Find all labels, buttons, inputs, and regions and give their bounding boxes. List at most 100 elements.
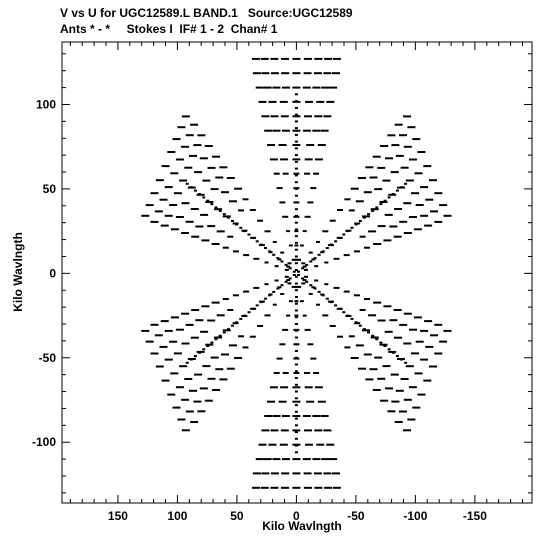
uv-point bbox=[399, 220, 408, 223]
uv-point bbox=[358, 367, 366, 370]
uv-point bbox=[299, 244, 304, 247]
uv-point bbox=[170, 372, 179, 375]
uv-point bbox=[403, 312, 412, 315]
uv-point bbox=[325, 247, 329, 249]
x-tick-label: 150 bbox=[108, 509, 128, 523]
uv-point bbox=[389, 225, 398, 228]
uv-point bbox=[249, 335, 256, 338]
uv-point bbox=[294, 248, 298, 251]
uv-point bbox=[273, 372, 280, 374]
uv-point bbox=[206, 199, 210, 202]
uv-point bbox=[173, 192, 182, 195]
uv-point bbox=[305, 443, 313, 446]
uv-point bbox=[317, 290, 321, 293]
uv-point bbox=[252, 72, 261, 75]
uv-point bbox=[179, 179, 188, 182]
uv-point bbox=[294, 133, 298, 136]
uv-point bbox=[377, 225, 386, 228]
uv-point bbox=[211, 301, 220, 304]
uv-point bbox=[380, 145, 389, 147]
uv-point bbox=[403, 145, 412, 148]
uv-point bbox=[268, 443, 277, 446]
uv-point bbox=[294, 181, 298, 184]
uv-point bbox=[344, 346, 351, 349]
uv-point bbox=[161, 379, 170, 382]
uv-point bbox=[294, 437, 298, 440]
uv-point bbox=[294, 336, 298, 339]
uv-point bbox=[294, 424, 298, 427]
uv-point bbox=[282, 328, 289, 331]
uv-point bbox=[207, 377, 216, 380]
uv-point bbox=[251, 307, 255, 310]
uv-point bbox=[301, 267, 305, 270]
uv-point bbox=[354, 321, 358, 324]
uv-point bbox=[303, 486, 312, 489]
uv-point bbox=[281, 486, 289, 489]
uv-point bbox=[302, 230, 307, 233]
uv-point bbox=[320, 129, 329, 132]
uv-point bbox=[287, 282, 292, 285]
uv-point bbox=[302, 86, 311, 89]
uv-point bbox=[276, 257, 280, 260]
uv-point bbox=[390, 171, 399, 174]
uv-point bbox=[201, 305, 210, 308]
uv-point bbox=[231, 220, 234, 222]
uv-point bbox=[175, 216, 184, 218]
uv-point bbox=[313, 287, 317, 290]
uv-point bbox=[382, 179, 391, 182]
uv-point bbox=[342, 233, 346, 236]
uv-point bbox=[297, 285, 302, 288]
uv-point bbox=[294, 241, 298, 244]
uv-point bbox=[348, 209, 355, 212]
uv-point bbox=[253, 257, 260, 260]
uv-point bbox=[193, 400, 202, 403]
uv-point bbox=[393, 309, 402, 311]
uv-point bbox=[312, 86, 321, 89]
uv-point bbox=[358, 324, 362, 327]
uv-point bbox=[294, 275, 298, 278]
uv-point bbox=[274, 279, 279, 282]
uv-point bbox=[387, 134, 396, 137]
uv-point bbox=[323, 472, 332, 475]
uv-point bbox=[439, 340, 448, 343]
uv-point bbox=[344, 198, 351, 201]
uv-point bbox=[399, 410, 407, 413]
uv-point bbox=[294, 214, 298, 217]
uv-point bbox=[232, 250, 239, 253]
uv-point bbox=[272, 241, 277, 243]
uv-point bbox=[334, 240, 338, 243]
uv-point bbox=[355, 344, 364, 347]
uv-point bbox=[443, 329, 452, 332]
uv-point bbox=[369, 368, 378, 371]
uv-point bbox=[243, 314, 247, 317]
uv-point bbox=[377, 319, 386, 322]
uv-point bbox=[394, 421, 403, 423]
uv-point bbox=[159, 198, 168, 201]
uv-point bbox=[210, 356, 219, 359]
y-tick-label: 0 bbox=[49, 266, 56, 280]
uv-point bbox=[214, 208, 223, 211]
uv-point bbox=[294, 201, 298, 204]
uv-point bbox=[221, 191, 229, 194]
uv-point bbox=[273, 172, 280, 175]
uv-point bbox=[387, 348, 391, 351]
uv-point bbox=[294, 356, 298, 359]
uv-point bbox=[350, 357, 359, 359]
uv-point bbox=[311, 258, 316, 261]
uv-point bbox=[172, 406, 181, 409]
uv-point bbox=[226, 367, 235, 370]
uv-point bbox=[384, 213, 393, 216]
uv-point bbox=[155, 179, 164, 182]
uv-point bbox=[409, 328, 417, 331]
uv-point bbox=[306, 144, 315, 146]
uv-point bbox=[332, 472, 340, 475]
x-tick-label: -150 bbox=[463, 509, 487, 523]
uv-point bbox=[222, 298, 229, 300]
uv-point bbox=[368, 314, 377, 317]
uv-point bbox=[305, 263, 309, 266]
uv-point bbox=[197, 134, 206, 137]
uv-point bbox=[375, 338, 379, 341]
uv-point bbox=[253, 286, 260, 289]
uv-point bbox=[316, 100, 325, 103]
uv-point bbox=[193, 189, 197, 192]
